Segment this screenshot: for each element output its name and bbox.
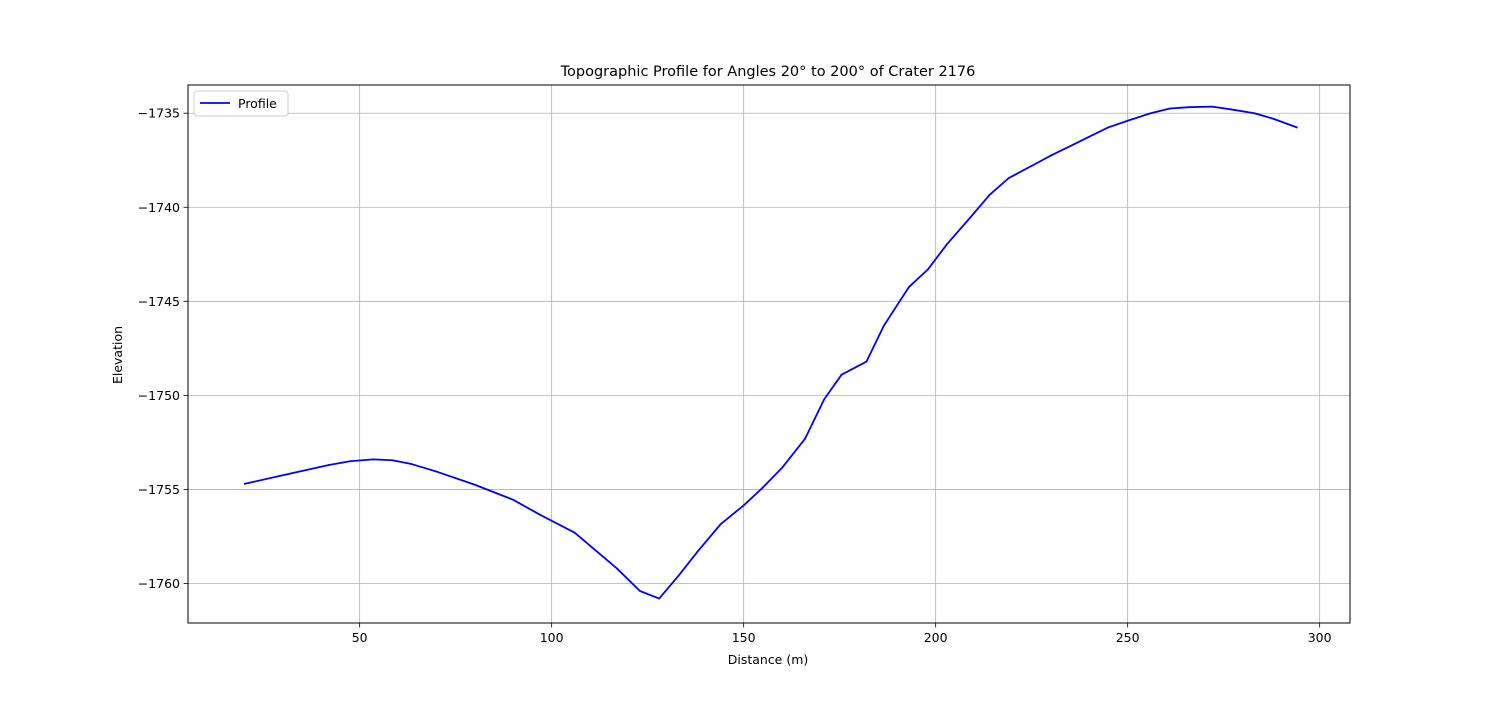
profile-data-point [1092,133,1095,136]
legend: Profile [193,90,289,117]
profile-data-point [658,597,661,600]
profile-data-point [1188,106,1191,109]
profile-data-point [435,470,438,473]
series-line-profile [243,105,1298,600]
grid-layer [188,85,1350,623]
y-axis: −1760 −1755 −1750 −1745 −1740 −1735 [138,106,188,591]
profile-data-point [946,243,949,245]
profile-data-point [473,483,476,486]
y-tick-label: −1740 [138,200,180,215]
profile-data-point [1007,177,1010,180]
profile-data-point [285,473,288,476]
profile-data-point [882,324,885,327]
x-axis: 50 100 150 200 250 300 [352,623,1332,645]
profile-data-point [1049,154,1052,157]
profile-data-point [1169,107,1171,110]
chart-title: Topographic Profile for Angles 20° to 20… [560,64,976,80]
profile-data-point [539,513,542,516]
profile-data-point [512,498,515,501]
profile-data-point [696,550,699,553]
profile-data-point [573,531,576,534]
series-layer [243,105,1298,600]
profile-data-point [840,373,843,376]
profile-data-point [988,194,991,196]
profile-data-point [616,567,618,570]
profile-data-point [639,590,641,592]
profile-data-point [1107,126,1110,129]
legend-box [193,90,289,117]
profile-data-point [1230,108,1233,111]
profile-data-point [823,398,826,401]
profile-data-point [927,268,929,271]
profile-data-point [1030,164,1033,167]
profile-data-point [1149,112,1152,115]
profile-data-point [372,458,374,461]
profile-data-point [1073,143,1075,146]
x-tick-label: 250 [1116,630,1140,645]
y-tick-label: −1745 [138,294,180,309]
profile-data-point [1253,112,1256,115]
x-tick-label: 300 [1308,630,1332,645]
profile-data-point [1211,105,1214,108]
y-axis-label: Elevation [110,326,125,384]
profile-data-point [719,523,722,526]
plot-frame [187,84,1351,624]
x-tick-label: 50 [352,630,368,645]
profile-data-point [677,575,680,577]
profile-data-point [391,459,394,462]
profile-data-point [804,437,806,440]
x-tick-label: 100 [540,630,564,645]
profile-data-point [1295,126,1298,129]
profile-data-point [243,482,246,485]
profile-data-point [410,463,413,465]
profile-data-point [969,216,972,219]
profile-data-point [742,504,745,507]
y-tick-label: −1750 [138,388,180,403]
profile-data-point [328,464,330,466]
profile-data-point [761,486,764,489]
profile-data-point [1126,119,1129,122]
x-tick-label: 200 [924,630,948,645]
profile-data-point [1272,117,1275,120]
y-tick-label: −1755 [138,482,180,497]
profile-data-point [865,360,868,363]
x-tick-label: 150 [732,630,756,645]
y-tick-label: −1760 [138,576,180,591]
profile-data-point [349,460,351,463]
y-tick-label: −1735 [138,106,180,121]
profile-data-point [907,286,910,289]
x-axis-label: Distance (m) [728,652,809,667]
profile-data-point [781,466,783,469]
legend-label: Profile [238,96,277,111]
